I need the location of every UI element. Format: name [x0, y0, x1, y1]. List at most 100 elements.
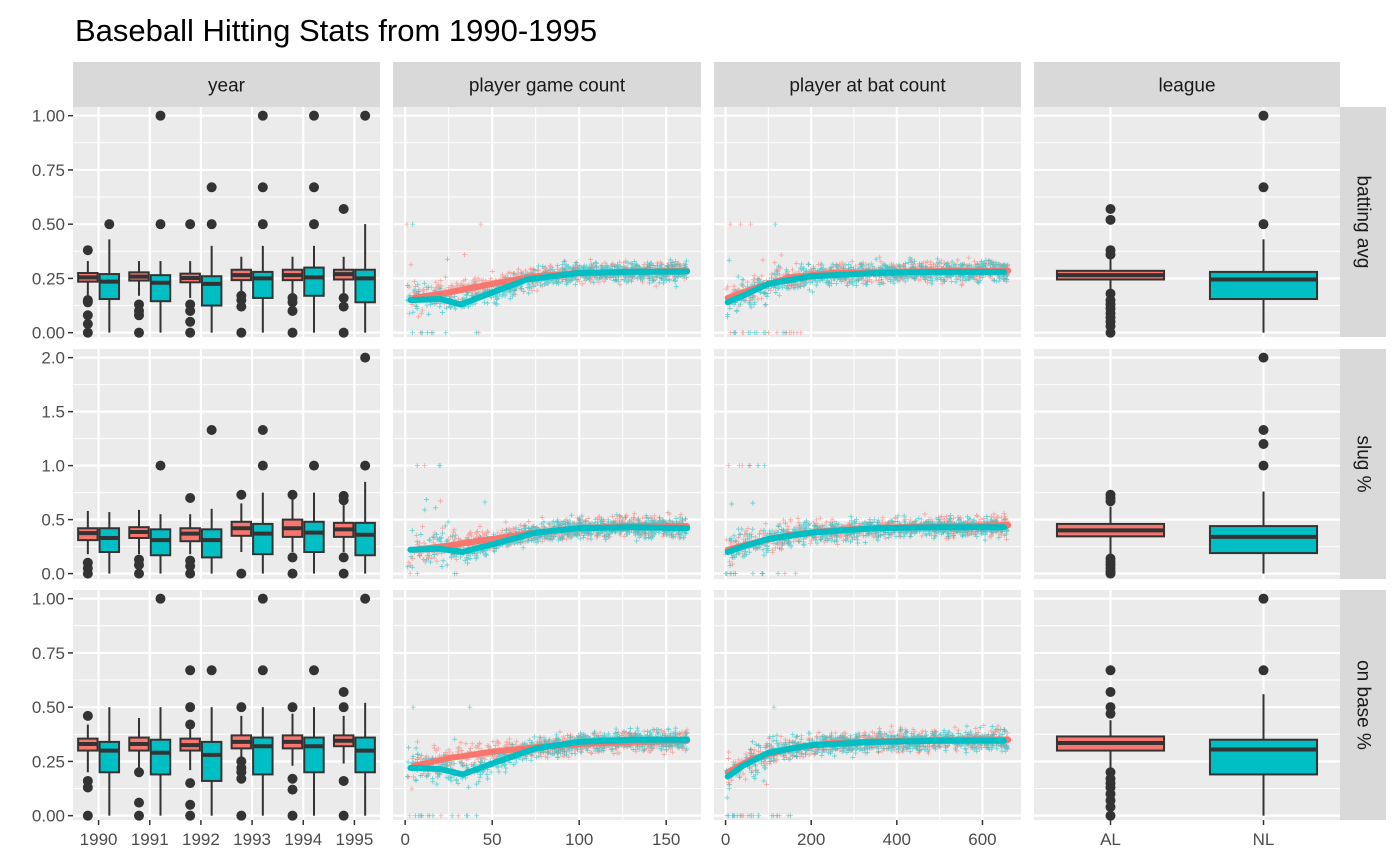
panel-batting-avg-year-box-1990-nl-box: [98, 273, 121, 301]
y-tick-label-on-base: 0.75: [32, 644, 65, 663]
col-strip-label-player-at-bat-count: player at bat count: [789, 76, 946, 97]
panel-batting-avg-year-box-1990-al-outlier-0: [82, 245, 93, 256]
panel-slug-player-game-count: [393, 349, 701, 579]
panel-slug-year-box-1995-al: [332, 490, 355, 579]
panel-on-base-league-box-al-outlier-0: [1105, 665, 1116, 676]
panel-on-base-league-box-al-outlier-1: [1105, 686, 1116, 697]
panel-batting-avg-year-background: [73, 107, 380, 337]
panel-slug-year-box-1992-nl-outlier-0: [206, 424, 217, 435]
panel-batting-avg-league-box-al-outlier-1: [1105, 214, 1116, 225]
panel-batting-avg-league-box-nl-outlier-0: [1258, 110, 1269, 121]
panel-slug-year-box-1994-nl-outlier-0: [308, 460, 319, 471]
panel-batting-avg-year-box-1993-al: [230, 256, 253, 338]
col-strip-label-league: league: [1158, 76, 1215, 97]
panel-batting-avg-year-box-1995-al-outlier-1: [338, 292, 349, 303]
x-tick-label-player-game-count: 150: [652, 830, 680, 849]
panel-batting-avg-year-box-1994-al-outlier-1: [287, 297, 298, 308]
x-tick-label-year: 1993: [233, 830, 271, 849]
panel-batting-avg-year-box-1992-al-outlier-2: [185, 305, 196, 316]
panel-on-base-year-background: [73, 590, 380, 820]
panel-batting-avg-year-box-1995-nl-outlier-0: [360, 110, 371, 121]
panel-on-base-year-box-1992-nl: [200, 665, 223, 816]
panel-slug-league-box-nl-box: [1208, 525, 1319, 555]
panel-on-base-league-box-al: [1055, 665, 1166, 821]
y-tick-label-batting-avg: 0.75: [32, 161, 65, 180]
x-tick-label-year: 1992: [182, 830, 220, 849]
panel-on-base-year-box-1995-nl: [354, 593, 376, 816]
panel-slug-year-box-1991-nl-outlier-0: [155, 460, 166, 471]
y-tick-label-slug: 0.0: [41, 565, 65, 584]
panel-batting-avg-league: [1034, 107, 1340, 338]
panel-on-base-year-box-1992-al-outlier-1: [185, 702, 196, 713]
panel-batting-avg-year-box-1990-al-outlier-2: [82, 297, 93, 308]
panel-on-base-player-game-count-trend-nl: [407, 736, 691, 778]
panel-on-base-league-box-nl-outlier-1: [1258, 665, 1269, 676]
strip-layer: year player game count player at bat count…: [73, 62, 1386, 820]
panel-batting-avg-league-box-al-outlier-12: [1105, 327, 1116, 338]
panel-slug-league-box-nl-outlier-0: [1258, 352, 1269, 363]
panel-batting-avg-year-box-1994-nl-box: [303, 266, 325, 297]
panel-slug-year-box-1992-al-outlier-0: [185, 493, 196, 504]
panel-slug-year-box-1995-al-outlier-1: [338, 495, 349, 506]
col-strip-league: [1034, 62, 1340, 107]
panel-on-base-year-box-1992-al: [179, 665, 201, 821]
panel-batting-avg-year-box-1993-nl-outlier-2: [257, 219, 268, 230]
x-tick-label-year: 1990: [80, 830, 118, 849]
panel-batting-avg-year-box-1995-al-outlier-3: [338, 327, 349, 338]
panel-on-base-player-at-bat-count: [714, 590, 1021, 820]
x-tick-label-league: AL: [1100, 830, 1121, 849]
panel-on-base-year-box-1994-nl-box: [303, 736, 325, 774]
panel-on-base-player-at-bat-count-scatter: [724, 704, 1012, 819]
panel-on-base-league: [1034, 590, 1340, 821]
panel-slug-player-at-bat-count: [714, 349, 1021, 579]
panel-slug-player-at-bat-count-trend-nl: [724, 524, 1007, 555]
x-tick-label-year: 1995: [336, 830, 374, 849]
panel-batting-avg-league-box-al: [1055, 203, 1166, 338]
panel-slug-year-box-1993-nl-box: [252, 522, 274, 556]
panel-on-base-year-box-1995-al-outlier-0: [338, 686, 349, 697]
panel-on-base-league-background: [1034, 590, 1340, 820]
panel-on-base-league-box-nl-outlier-0: [1258, 593, 1269, 604]
panel-batting-avg-year-box-1993-nl-box: [252, 270, 274, 299]
panel-slug-year-box-1993-al: [230, 489, 253, 579]
panel-on-base-year-box-1992-nl-outlier-0: [206, 665, 217, 676]
panel-batting-avg-year-box-1993-al-outlier-3: [236, 327, 247, 338]
panel-on-base-year-box-1995-al-outlier-3: [338, 810, 349, 821]
panel-on-base-year-box-1992-al-outlier-2: [185, 719, 196, 730]
panel-slug-year-box-1992-al: [179, 493, 201, 579]
panel-batting-avg-year-box-1992-nl: [200, 182, 223, 333]
panel-batting-avg-year-box-1991-nl-outlier-1: [155, 219, 166, 230]
panel-layer: [73, 107, 1340, 821]
y-tick-label-on-base: 1.00: [32, 590, 65, 609]
panel-slug-year-box-1994-al-outlier-2: [287, 568, 298, 579]
row-strip-label-slug: slug %: [1353, 435, 1374, 492]
panel-batting-avg-year-box-1992-al: [179, 219, 201, 338]
panel-batting-avg-year-box-1991-nl: [149, 110, 172, 333]
panel-slug-player-game-count-scatter: [405, 463, 691, 577]
col-strip-label-year: year: [208, 76, 246, 97]
panel-slug-year-box-1991-nl-box: [149, 528, 172, 557]
panel-batting-avg-year-box-1993-nl-outlier-0: [257, 110, 268, 121]
panel-on-base-year-box-1993-al-outlier-5: [236, 810, 247, 821]
panel-on-base-year-box-1991-al-outlier-1: [134, 797, 145, 808]
panel-slug-year-box-1995-al-outlier-3: [338, 568, 349, 579]
panel-slug-year-background: [73, 349, 380, 579]
panel-on-base-year-box-1992-al-outlier-5: [185, 810, 196, 821]
panel-on-base-year-box-1990-al-outlier-3: [82, 810, 93, 821]
panel-batting-avg-year: [73, 107, 380, 338]
panel-on-base-year-box-1994-nl: [303, 665, 325, 816]
panel-on-base-player-at-bat-count-background: [714, 590, 1021, 820]
panel-on-base-year-box-1991-nl-box: [149, 738, 172, 776]
panel-on-base-year-box-1995-al-outlier-1: [338, 702, 349, 713]
panel-slug-year-box-1991-nl: [149, 460, 172, 574]
panel-batting-avg-year-box-1991-al-outlier-3: [134, 327, 145, 338]
panel-batting-avg-year-box-1991-nl-box: [149, 274, 172, 303]
x-tick-label-player-at-bat-count: 600: [968, 830, 996, 849]
y-tick-label-slug: 0.5: [41, 511, 65, 530]
panel-batting-avg-league-box-nl: [1208, 110, 1319, 333]
panel-on-base-year-box-1990-al: [77, 710, 99, 821]
panel-slug-year-box-1994-nl-box: [303, 520, 325, 554]
panel-on-base-year-box-1991-al-outlier-0: [134, 767, 145, 778]
col-strip-player-at-bat-count: [714, 62, 1021, 107]
